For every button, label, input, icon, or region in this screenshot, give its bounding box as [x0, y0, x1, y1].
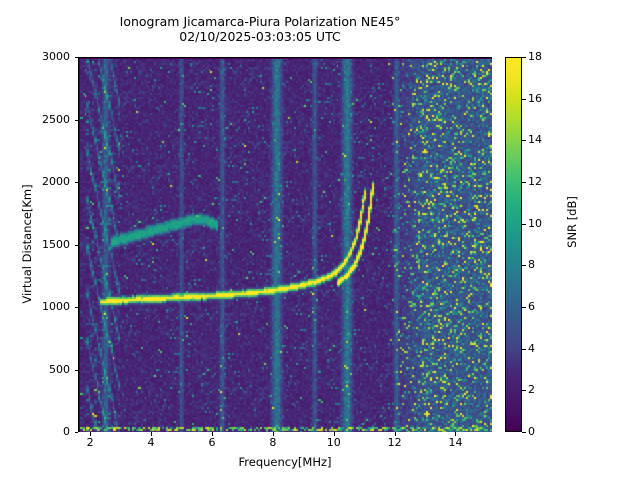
colorbar-tick-label: 16 — [528, 91, 542, 105]
colorbar-tick-mark — [522, 307, 526, 308]
y-tick-mark — [74, 307, 78, 308]
plot-axes — [78, 57, 492, 432]
colorbar-tick-label: 10 — [528, 216, 542, 230]
y-tick-mark — [74, 119, 78, 121]
colorbar-label: SNR [dB] — [565, 196, 579, 248]
colorbar-tick-label: 14 — [528, 133, 542, 147]
y-tick-mark — [74, 432, 78, 433]
y-tick-label: 0 — [63, 425, 70, 438]
x-tick-mark — [90, 432, 92, 436]
title-line-2: 02/10/2025-03:03:05 UTC — [179, 29, 341, 44]
ionogram-heatmap — [80, 59, 492, 432]
colorbar-tick-mark — [522, 390, 526, 392]
colorbar — [505, 57, 522, 432]
x-tick-mark — [455, 432, 457, 436]
colorbar-tick-label: 2 — [528, 383, 535, 397]
y-tick-mark — [74, 369, 78, 371]
page-title: Ionogram Jicamarca-Piura Polarization NE… — [0, 14, 520, 44]
x-tick-label: 14 — [448, 436, 463, 449]
colorbar-tick-label: 8 — [528, 258, 535, 272]
title-line-1: Ionogram Jicamarca-Piura Polarization NE… — [119, 14, 401, 29]
x-tick-label: 2 — [86, 436, 94, 449]
colorbar-tick-label: 18 — [528, 50, 542, 63]
colorbar-tick-label: 12 — [528, 175, 542, 188]
x-tick-mark — [333, 432, 335, 436]
colorbar-tick-mark — [522, 98, 526, 100]
y-tick-label: 1500 — [42, 237, 70, 251]
colorbar-tick-mark — [522, 432, 526, 433]
x-tick-mark — [272, 432, 274, 436]
x-tick-label: 4 — [147, 436, 155, 449]
x-tick-mark — [394, 432, 396, 436]
y-tick-mark — [74, 244, 78, 246]
x-tick-label: 12 — [387, 436, 402, 449]
y-tick-mark — [74, 182, 78, 183]
x-axis-label: Frequency[MHz] — [238, 455, 332, 469]
x-tick-mark — [211, 432, 213, 436]
y-tick-label: 500 — [49, 362, 70, 376]
x-tick-label: 6 — [208, 436, 216, 449]
y-tick-mark — [74, 57, 78, 58]
y-tick-label: 3000 — [42, 50, 70, 63]
colorbar-tick-label: 0 — [528, 425, 535, 438]
colorbar-tick-mark — [522, 182, 526, 183]
x-tick-label: 8 — [269, 436, 277, 449]
colorbar-tick-label: 6 — [528, 300, 535, 313]
colorbar-tick-label: 4 — [528, 341, 535, 355]
x-tick-label: 10 — [326, 436, 341, 449]
y-tick-label: 2000 — [42, 175, 70, 188]
y-tick-label: 2500 — [42, 112, 70, 126]
x-tick-mark — [151, 432, 153, 436]
y-axis-label: Virtual Distance[Km] — [20, 184, 34, 304]
colorbar-tick-mark — [522, 348, 526, 350]
colorbar-tick-mark — [522, 223, 526, 225]
y-tick-label: 1000 — [42, 300, 70, 313]
colorbar-tick-mark — [522, 265, 526, 267]
colorbar-tick-mark — [522, 140, 526, 142]
colorbar-tick-mark — [522, 57, 526, 58]
